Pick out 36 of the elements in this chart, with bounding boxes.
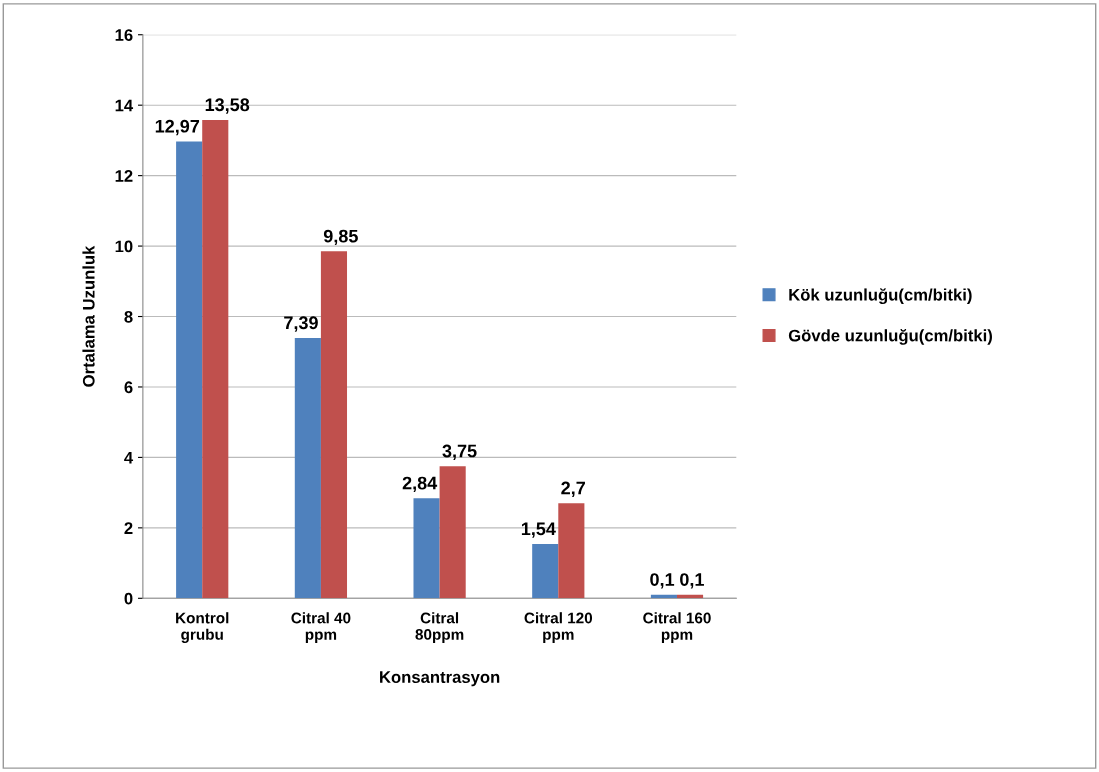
bar <box>320 251 348 599</box>
x-tick-label: Citral 160 ppm <box>643 612 711 643</box>
bar <box>413 498 440 599</box>
bar <box>176 141 203 599</box>
y-tick-label: 2 <box>124 522 133 534</box>
x-tick-label: Citral 80ppm <box>415 612 464 643</box>
data-label: 0,1 <box>680 573 704 589</box>
data-label: 7,39 <box>284 316 318 332</box>
y-tick-label: 6 <box>124 381 133 394</box>
x-tick-label: Citral 120 ppm <box>524 612 593 643</box>
y-tick-label: 14 <box>115 99 134 112</box>
data-label: 2,84 <box>402 476 438 493</box>
x-tick-label: Kontrol grubu <box>176 612 229 643</box>
bar <box>294 338 321 599</box>
data-label: 1,54 <box>521 522 556 538</box>
y-tick-label: 10 <box>115 240 133 253</box>
data-label: 0,1 <box>650 573 675 589</box>
bar <box>202 119 229 599</box>
y-tick-label: 12 <box>115 170 133 182</box>
y-tick-label: 16 <box>115 29 133 41</box>
data-label: 12,97 <box>155 119 200 136</box>
data-label: 2,7 <box>561 481 585 497</box>
data-label: 3,75 <box>442 444 477 460</box>
bar <box>439 466 466 599</box>
legend-label: Gövde uzunluğu(cm/bitki) <box>788 329 992 345</box>
y-tick-label: 8 <box>124 310 133 323</box>
data-label: 9,85 <box>323 229 358 246</box>
y-tick-label: 4 <box>124 451 134 464</box>
data-label: 13,58 <box>205 98 250 114</box>
bar <box>532 544 559 599</box>
x-tick-label: Citral 40 ppm <box>291 612 351 643</box>
y-axis-title: Ortalama Uzunluk <box>82 245 95 387</box>
legend-label: Kök uzunluğu(cm/bitki) <box>789 288 972 305</box>
y-tick-label: 0 <box>124 592 133 605</box>
x-axis-title: Konsantrasyon <box>380 671 500 687</box>
bar <box>558 503 585 599</box>
